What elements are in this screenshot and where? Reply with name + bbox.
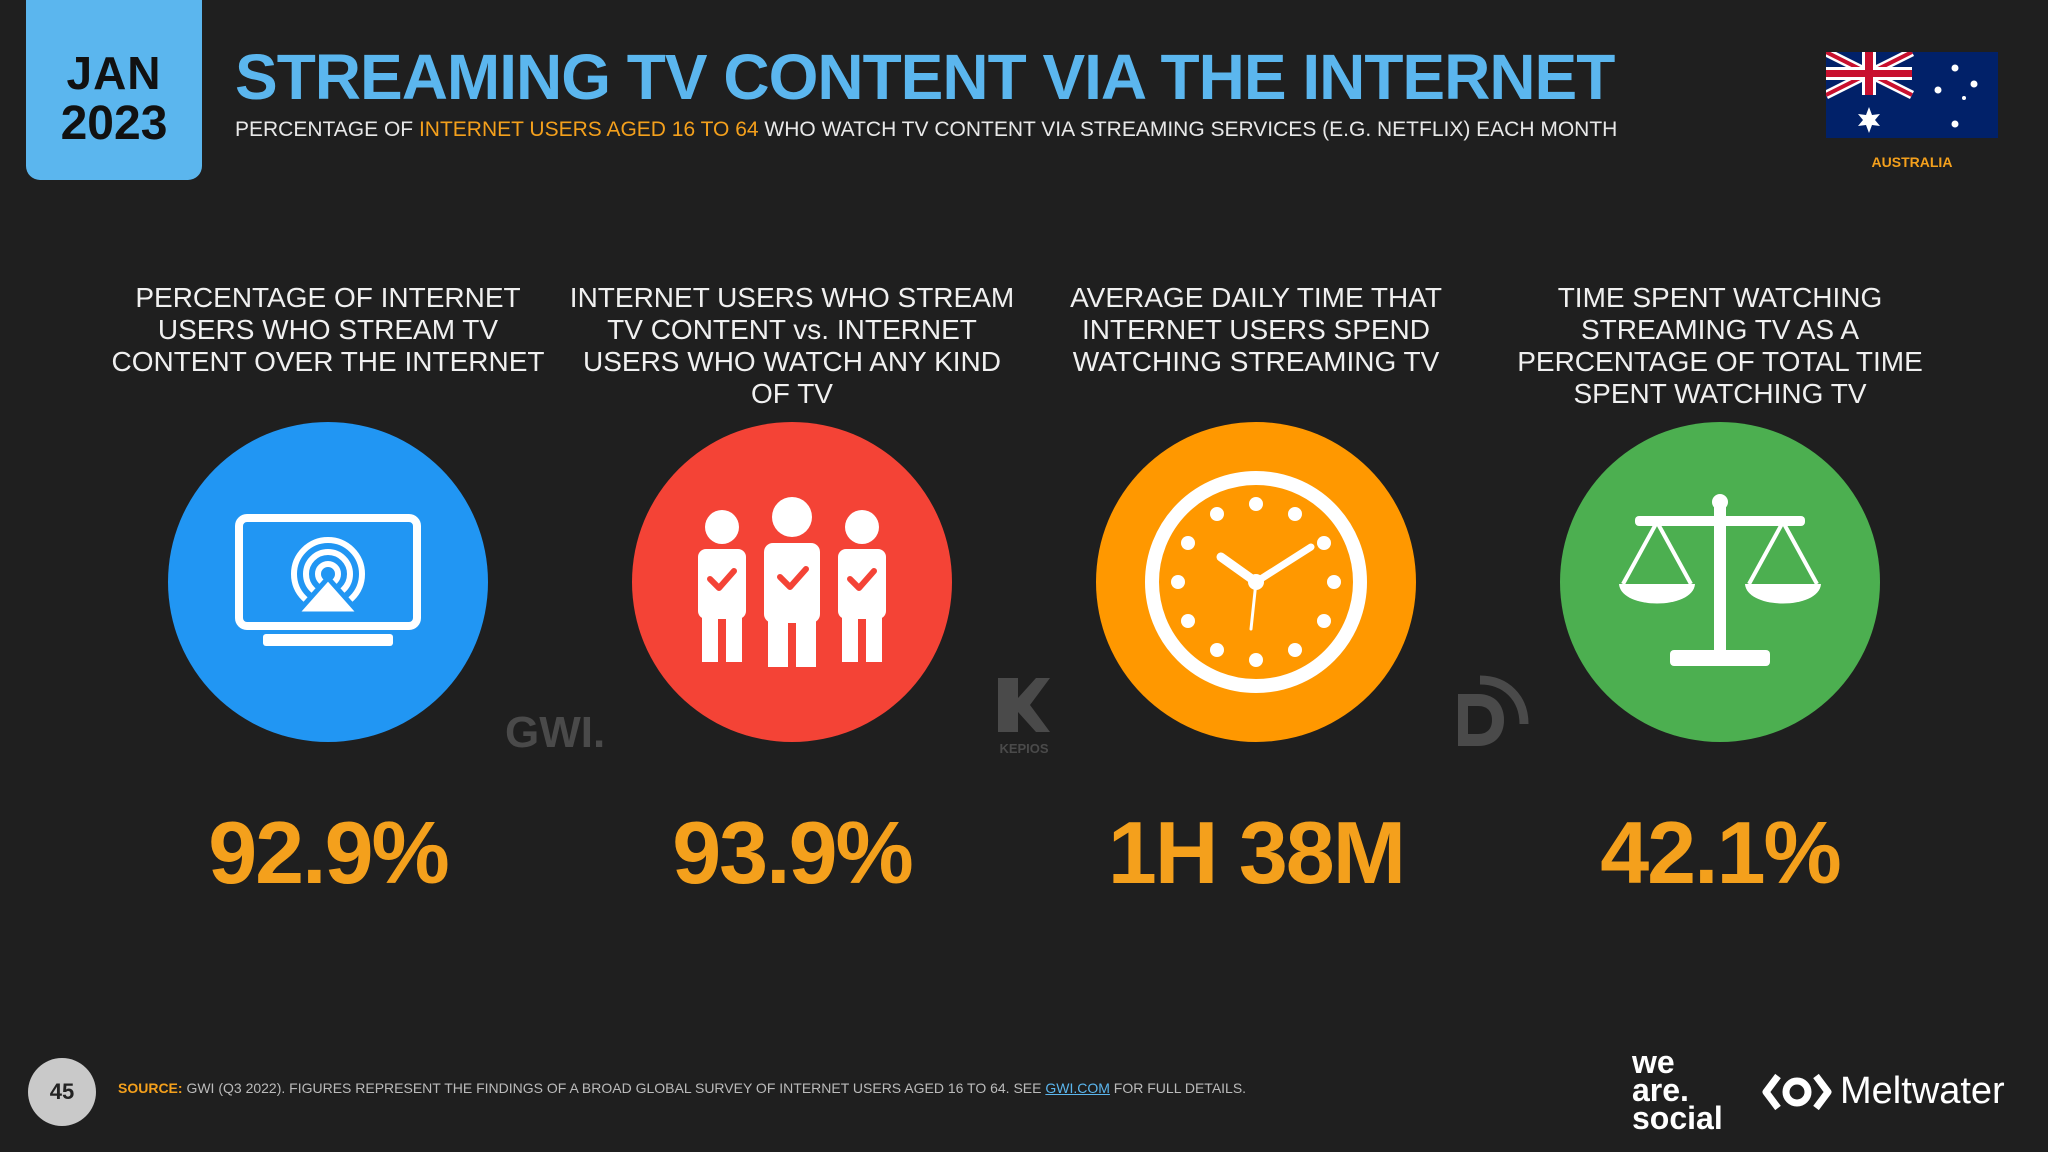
- stat-value: 92.9%: [208, 803, 450, 902]
- brand-line-3: social: [1632, 1100, 1723, 1136]
- kepios-mark-icon: [998, 678, 1050, 732]
- gwi-logo: GWI.: [505, 708, 606, 757]
- stat-column-share-of-tv: TIME SPENT WATCHING STREAMING TV AS A PE…: [1490, 282, 1950, 904]
- subtitle-highlight: INTERNET USERS AGED 16 TO 64: [418, 118, 759, 141]
- scales-icon: [1619, 494, 1821, 666]
- meltwater-logo: Meltwater: [1762, 1070, 2005, 1113]
- source-note: SOURCE: GWI (Q3 2022). FIGURES REPRESENT…: [118, 1080, 1246, 1096]
- stat-value: 42.1%: [1600, 803, 1842, 902]
- stat-label: TIME SPENT WATCHING STREAMING TV AS A PE…: [1517, 282, 1923, 409]
- kepios-logo: KEPIOS: [996, 676, 1052, 756]
- page-number: 45: [28, 1058, 96, 1126]
- stat-circle: [1096, 422, 1416, 742]
- stat-label: AVERAGE DAILY TIME THAT INTERNET USERS S…: [1070, 282, 1442, 377]
- stat-column-stream-vs-tv: INTERNET USERS WHO STREAM TV CONTENT vs.…: [562, 282, 1022, 904]
- page-title: STREAMING TV CONTENT VIA THE INTERNET: [235, 41, 1615, 113]
- datareportal-mark-icon: [1458, 675, 1529, 746]
- meltwater-mark-icon: [1762, 1073, 1832, 1110]
- tv-stream-icon: [235, 514, 421, 646]
- date-badge: JAN 2023: [26, 0, 202, 180]
- source-label: SOURCE:: [118, 1080, 183, 1096]
- clock-icon: [1145, 471, 1367, 693]
- datareportal-logo: [1456, 672, 1532, 753]
- brand-line-1: we: [1632, 1044, 1675, 1080]
- brand-line-2: are.: [1632, 1072, 1689, 1108]
- country-label: AUSTRALIA: [1871, 154, 1953, 170]
- stat-circle: [1560, 422, 1880, 742]
- stat-value: 1H 38M: [1107, 803, 1406, 902]
- country-flag: AUSTRALIA: [1826, 52, 1998, 170]
- brand-meltwater: Meltwater: [1840, 1070, 2005, 1112]
- stat-label: INTERNET USERS WHO STREAM TV CONTENT vs.…: [569, 282, 1015, 409]
- stat-column-streamers: PERCENTAGE OF INTERNET USERS WHO STREAM …: [98, 282, 558, 904]
- source-text: GWI (Q3 2022). FIGURES REPRESENT THE FIN…: [182, 1080, 1046, 1096]
- stat-label: PERCENTAGE OF INTERNET USERS WHO STREAM …: [111, 282, 545, 377]
- kepios-label: KEPIOS: [999, 741, 1049, 756]
- subtitle-pre: PERCENTAGE OF: [235, 118, 419, 141]
- stat-circle: [632, 422, 952, 742]
- date-year: 2023: [60, 97, 168, 150]
- people-check-icon: [698, 497, 886, 667]
- stat-circle: [168, 422, 488, 742]
- source-link[interactable]: GWI.COM: [1045, 1080, 1110, 1096]
- stat-column-daily-time: AVERAGE DAILY TIME THAT INTERNET USERS S…: [1026, 282, 1486, 904]
- we-are-social-logo: we are. social: [1632, 1044, 1723, 1136]
- subtitle-post: WHO WATCH TV CONTENT VIA STREAMING SERVI…: [758, 118, 1618, 141]
- stat-value: 93.9%: [672, 803, 914, 902]
- date-month: JAN: [66, 47, 162, 99]
- australia-flag-icon: [1826, 52, 1998, 138]
- page-subtitle: PERCENTAGE OF INTERNET USERS AGED 16 TO …: [235, 118, 1617, 142]
- source-end: FOR FULL DETAILS.: [1109, 1080, 1247, 1096]
